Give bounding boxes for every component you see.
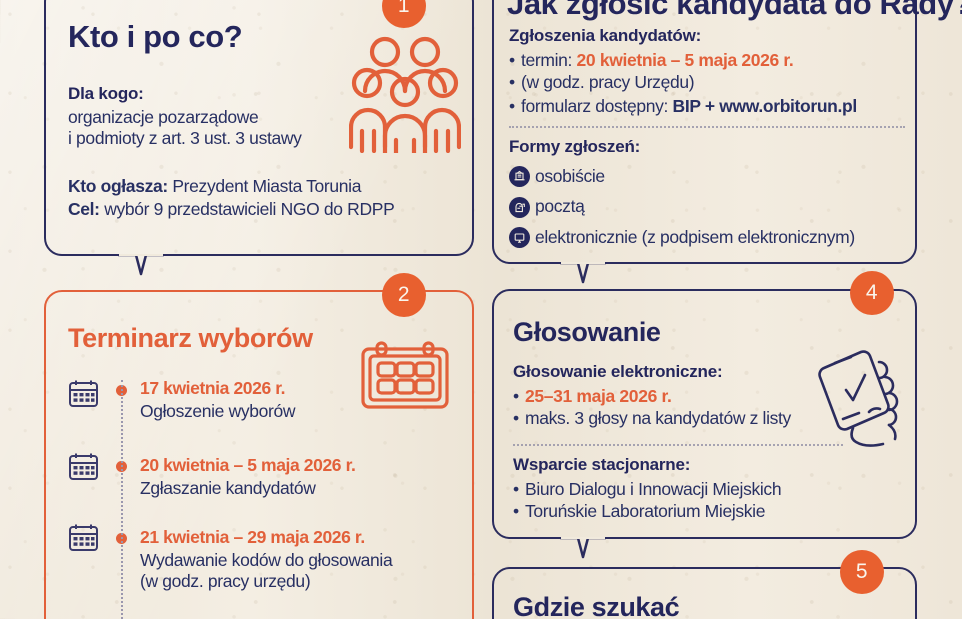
card-kto-i-po-co [44, 0, 474, 256]
kto-dla-kogo-line-1: organizacje pozarządowe [68, 107, 259, 127]
timeline-item-1: 17 kwietnia 2026 r. Ogłoszenie wyborów [140, 378, 296, 422]
kto-cel-value: wybór 9 przedstawicieli NGO do RDPP [104, 199, 395, 220]
kto-oglasza-label: Kto ogłasza: [68, 176, 168, 196]
card-jak-zglosic-title: Jak zgłosić kandydata do Rady? [507, 0, 962, 21]
zgloszenia-termin-note: (w godz. pracy Urzędu) [509, 72, 909, 94]
timeline-date-3: 21 kwietnia – 29 maja 2026 r. [140, 527, 365, 547]
kto-cel-label: Cel: [68, 199, 100, 220]
card-gdzie-szukac [492, 567, 917, 619]
glosowanie-bullet-date: 25–31 maja 2026 r. [513, 386, 913, 408]
office-building-icon [509, 166, 530, 188]
card-glosowanie-title: Głosowanie [513, 317, 661, 347]
card-terminarz-title: Terminarz wyborów [68, 323, 313, 353]
timeline-desc-1: Ogłoszenie wyborów [140, 401, 296, 421]
forma-osobiscie-label: osobiście [535, 166, 605, 187]
forma-elektronicznie-label: elektronicznie (z podpisem elektroniczny… [535, 226, 855, 247]
card-badge-4: 4 [850, 271, 894, 315]
zgloszenia-formularz-prefix: formularz dostępny: [521, 95, 673, 116]
timeline-calendar-icon-2 [68, 452, 99, 487]
wsparcie-stacjonarne-label: Wsparcie stacjonarne: [513, 454, 691, 474]
kto-dla-kogo-label: Dla kogo: [68, 84, 144, 103]
kto-oglasza-row: Kto ogłasza: Prezydent Miasta Torunia [68, 176, 468, 197]
kto-cel-row: Cel: wybór 9 przedstawicieli NGO do RDPP [68, 199, 468, 220]
glosowanie-date-note: maks. 3 głosy na kandydatów z listy [513, 408, 913, 430]
glosowanie-date: 25–31 maja 2026 r. [525, 386, 672, 406]
glosowanie-divider [513, 443, 843, 446]
zgloszenia-termin-prefix: termin: [521, 50, 577, 70]
timeline-calendar-icon-3 [68, 523, 99, 558]
card-terminarz-wyborow [44, 290, 474, 619]
glosowanie-date-note-text: maks. 3 głosy na kandydatów z listy [525, 408, 791, 429]
card-badge-2: 2 [382, 273, 426, 317]
card-jak-zglosic-kandydata [492, 0, 917, 264]
wsparcie-bullet-2: Toruńskie Laboratorium Miejskie [513, 501, 913, 523]
zgloszenia-bullets: termin: 20 kwietnia – 5 maja 2026 r. (w … [509, 50, 909, 117]
zgloszenia-kandydatow-label: Zgłoszenia kandydatów: [509, 26, 702, 45]
timeline-desc-3-line-1: Wydawanie kodów do głosowania [140, 550, 393, 570]
glosowanie-bullets: 25–31 maja 2026 r. maks. 3 głosy na kand… [513, 386, 913, 430]
timeline-desc-3-line-2: (w godz. pracy urzędu) [140, 571, 311, 591]
mailbox-icon [509, 196, 530, 218]
timeline-connector [121, 380, 123, 619]
wsparcie-bullet-1: Biuro Dialogu i Innowacji Miejskich [513, 479, 913, 501]
card-gdzie-szukac-title: Gdzie szukać [513, 592, 680, 619]
zgloszenia-termin-note-text: (w godz. pracy Urzędu) [521, 72, 695, 93]
card-kto-i-po-co-tail [118, 254, 164, 277]
zgloszenia-termin-date: 20 kwietnia – 5 maja 2026 r. [576, 50, 794, 70]
glosowanie-elektroniczne-label: Głosowanie elektroniczne: [513, 362, 723, 381]
wsparcie-bullets: Biuro Dialogu i Innowacji Miejskich Toru… [513, 479, 913, 523]
computer-monitor-icon [509, 226, 530, 248]
timeline-item-3: 21 kwietnia – 29 maja 2026 r. Wydawanie … [140, 527, 393, 592]
card-jak-zglosic-tail [560, 262, 606, 285]
forma-zgloszenia-elektronicznie: elektronicznie (z podpisem elektroniczny… [509, 227, 909, 248]
timeline-desc-2: Zgłaszanie kandydatów [140, 478, 316, 498]
timeline-date-1: 17 kwietnia 2026 r. [140, 378, 286, 398]
timeline-date-2: 20 kwietnia – 5 maja 2026 r. [140, 455, 356, 475]
zgloszenia-bullet-formularz: formularz dostępny: BIP + www.orbitorun.… [509, 95, 909, 118]
card-glosowanie [492, 289, 917, 539]
kto-dla-kogo-line-2: i podmioty z art. 3 ust. 3 ustawy [68, 128, 302, 149]
forma-zgloszenia-poczta: pocztą [509, 196, 909, 218]
timeline-item-2: 20 kwietnia – 5 maja 2026 r. Zgłaszanie … [140, 455, 356, 499]
zgloszenia-formularz-value: BIP + www.orbitorun.pl [672, 95, 858, 116]
kto-oglasza-value: Prezydent Miasta Torunia [172, 176, 362, 196]
zgloszenia-divider [509, 126, 905, 129]
card-glosowanie-tail [560, 537, 606, 560]
card-badge-5: 5 [840, 550, 884, 594]
forma-poczta-label: pocztą [535, 196, 585, 217]
forma-zgloszenia-osobiscie: osobiście [509, 166, 909, 188]
timeline-calendar-icon-1 [68, 379, 99, 414]
card-kto-i-po-co-title: Kto i po co? [68, 19, 243, 54]
formy-zgloszen-label: Formy zgłoszeń: [509, 137, 641, 157]
zgloszenia-bullet-termin: termin: 20 kwietnia – 5 maja 2026 r. [509, 50, 909, 72]
